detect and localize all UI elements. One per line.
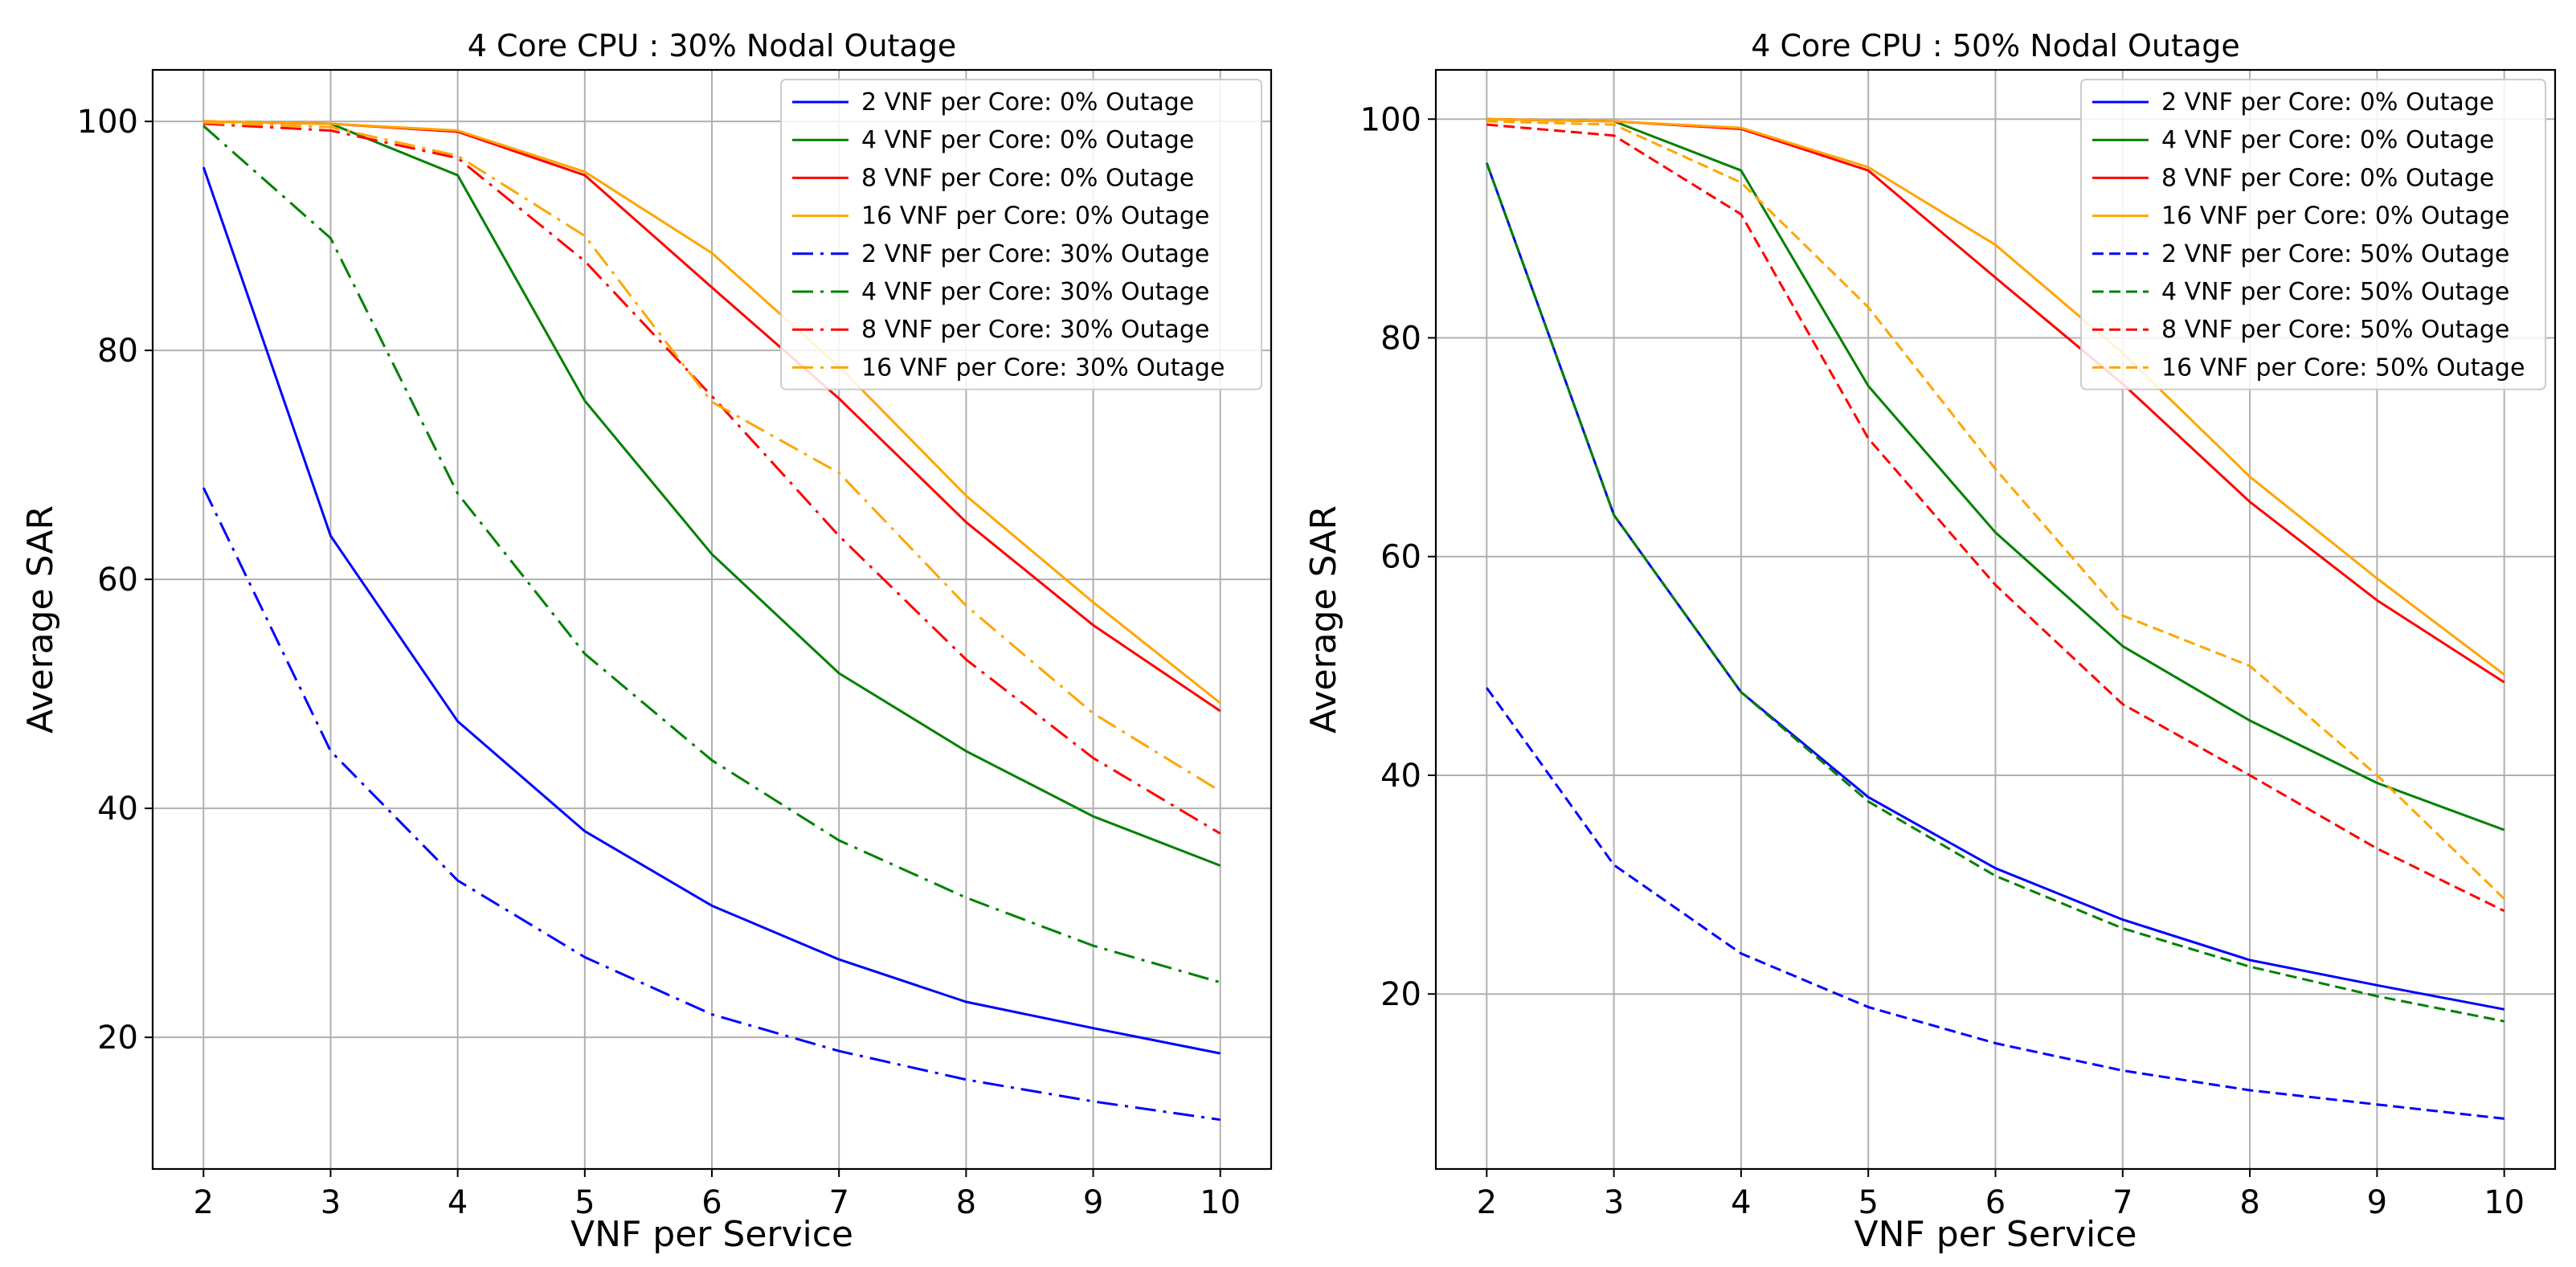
x-axis-label: VNF per Service: [1854, 1214, 2137, 1255]
legend-label: 2 VNF per Core: 30% Outage: [861, 240, 1209, 268]
x-tick-label: 4: [1731, 1184, 1751, 1221]
series-line: [1485, 162, 2504, 1023]
y-tick-label: 100: [77, 104, 138, 141]
legend-label: 4 VNF per Core: 30% Outage: [861, 278, 1209, 306]
legend-label: 8 VNF per Core: 30% Outage: [861, 316, 1209, 344]
series-line: [1486, 687, 2504, 1120]
series-line: [1486, 117, 2505, 832]
x-tick-label: 9: [1083, 1184, 1103, 1221]
x-axis-label: VNF per Service: [570, 1214, 853, 1255]
x-tick-label: 10: [1200, 1184, 1241, 1221]
series-line: [1486, 120, 2505, 900]
legend-label: 4 VNF per Core: 50% Outage: [2161, 278, 2509, 306]
series-line: [203, 122, 1221, 835]
x-tick-label: 9: [2367, 1184, 2387, 1221]
legend-label: 2 VNF per Core: 0% Outage: [861, 88, 1194, 116]
y-tick-label: 40: [97, 791, 138, 828]
y-tick-label: 80: [97, 333, 138, 370]
x-tick-label: 6: [1985, 1184, 2006, 1221]
series-line: [1486, 123, 2505, 913]
y-tick-label: 100: [1360, 101, 1421, 138]
y-tick-label: 40: [1380, 758, 1421, 795]
y-axis-label: Average SAR: [20, 505, 61, 734]
x-tick-label: 7: [828, 1184, 848, 1221]
series-line: [1486, 117, 2505, 676]
x-tick-label: 2: [194, 1184, 214, 1221]
x-tick-label: 8: [956, 1184, 976, 1221]
chart-panel-1: 2 3 4 5 6 7 8 9 10 20 40 60 80 100 4 Core CPU : 30% No…: [20, 28, 1273, 1255]
x-tick-label: 2: [1477, 1184, 1497, 1221]
y-tick-label: 20: [1380, 976, 1421, 1013]
legend-label: 4 VNF per Core: 0% Outage: [861, 126, 1194, 154]
x-tick-label: 10: [2484, 1184, 2525, 1221]
series-line: [202, 166, 1221, 1055]
chart-panel-2: 2 3 4 5 6 7 8 9 10 20 40 60 80 100 4 Core CPU : 50% No…: [1303, 28, 2557, 1255]
legend-label: 8 VNF per Core: 0% Outage: [861, 164, 1194, 192]
x-tick-label: 5: [1858, 1184, 1878, 1221]
legend: 2 VNF per Core: 0% Outage 4 VNF per Core:…: [780, 79, 1262, 390]
legend-label: 16 VNF per Core: 0% Outage: [2161, 202, 2509, 231]
series-line: [202, 487, 1221, 1122]
legend: 2 VNF per Core: 0% Outage 4 VNF per Core:…: [2080, 79, 2546, 390]
legend-box: [780, 79, 1262, 390]
legend-label: 16 VNF per Core: 50% Outage: [2161, 354, 2525, 382]
x-tick-label: 3: [1604, 1184, 1624, 1221]
chart-title: 4 Core CPU : 30% Nodal Outage: [468, 28, 956, 63]
x-tick-label: 3: [321, 1184, 341, 1221]
y-tick-label: 60: [97, 562, 138, 599]
y-tick-label: 60: [1380, 539, 1421, 576]
legend-label: 4 VNF per Core: 0% Outage: [2161, 126, 2494, 154]
x-tick-label: 6: [701, 1184, 722, 1221]
legend-label: 8 VNF per Core: 50% Outage: [2161, 316, 2509, 344]
x-tick-label: 5: [574, 1184, 595, 1221]
legend-box: [2080, 79, 2546, 390]
legend-label: 2 VNF per Core: 50% Outage: [2161, 240, 2509, 268]
x-tick-label: 7: [2112, 1184, 2132, 1221]
series-line: [202, 125, 1221, 984]
y-tick-label: 20: [97, 1020, 138, 1057]
legend-label: 2 VNF per Core: 0% Outage: [2161, 88, 2494, 116]
y-tick-label: 80: [1380, 320, 1421, 357]
x-tick-label: 4: [448, 1184, 468, 1221]
y-axis-label: Average SAR: [1303, 505, 1344, 734]
x-tick-label: 8: [2239, 1184, 2259, 1221]
chart-title: 4 Core CPU : 50% Nodal Outage: [1751, 28, 2239, 63]
series-line: [203, 120, 1221, 705]
legend-label: 8 VNF per Core: 0% Outage: [2161, 164, 2494, 192]
series-line: [203, 121, 1221, 793]
legend-label: 16 VNF per Core: 0% Outage: [861, 202, 1209, 231]
legend-label: 16 VNF per Core: 30% Outage: [861, 354, 1225, 382]
